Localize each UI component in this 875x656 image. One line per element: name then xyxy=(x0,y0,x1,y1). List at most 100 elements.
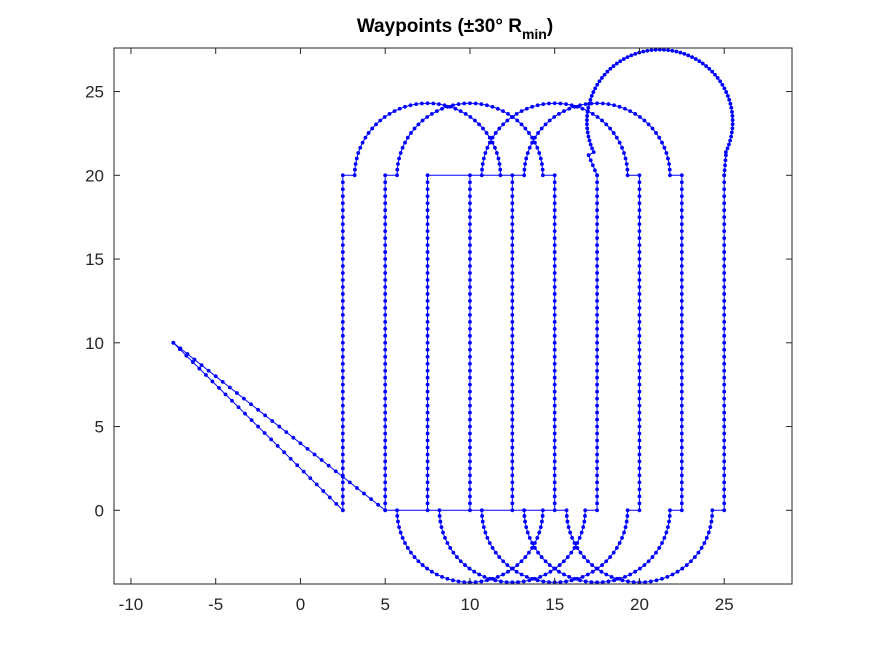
waypoint-marker xyxy=(722,271,727,275)
waypoint-marker xyxy=(722,180,727,185)
waypoint-marker xyxy=(340,229,345,234)
waypoint-marker xyxy=(679,487,684,492)
waypoint-marker xyxy=(291,435,296,440)
waypoint-marker xyxy=(548,569,553,574)
waypoint-marker xyxy=(535,535,540,540)
waypoint-marker xyxy=(552,243,557,247)
waypoint-marker xyxy=(536,131,541,135)
waypoint-marker xyxy=(468,459,472,464)
waypoint-marker xyxy=(425,229,430,234)
waypoint-marker xyxy=(425,285,430,289)
waypoint-marker xyxy=(589,580,594,584)
waypoint-marker xyxy=(552,368,557,373)
waypoint-marker xyxy=(729,105,734,110)
waypoint-marker xyxy=(704,64,708,68)
waypoint-marker xyxy=(728,138,733,143)
waypoint-marker xyxy=(522,514,527,518)
chart-title-close: ) xyxy=(547,16,553,37)
waypoint-marker xyxy=(564,508,569,513)
x-tick-label: 15 xyxy=(545,595,564,614)
waypoint-marker xyxy=(340,312,345,317)
waypoint-marker xyxy=(510,306,515,310)
waypoint-marker xyxy=(722,452,727,457)
waypoint-marker xyxy=(664,530,669,535)
waypoint-marker xyxy=(552,229,557,234)
waypoint-marker xyxy=(536,550,541,555)
waypoint-marker xyxy=(618,59,623,64)
waypoint-marker xyxy=(383,389,388,394)
waypoint-marker xyxy=(552,347,557,352)
waypoint-marker xyxy=(468,445,472,450)
waypoint-marker xyxy=(468,375,472,380)
waypoint-marker xyxy=(356,151,361,155)
waypoint-marker xyxy=(308,476,313,480)
waypoint-marker xyxy=(552,222,557,227)
waypoint-marker xyxy=(657,48,662,52)
waypoint-marker xyxy=(392,109,397,114)
waypoint-marker xyxy=(524,156,529,161)
waypoint-marker xyxy=(587,101,592,106)
waypoint-marker xyxy=(484,131,489,135)
waypoint-marker xyxy=(722,445,727,450)
waypoint-marker xyxy=(510,487,515,492)
waypoint-marker xyxy=(572,104,577,109)
waypoint-marker xyxy=(510,396,515,401)
waypoint-marker xyxy=(561,559,566,564)
waypoint-marker xyxy=(720,82,725,87)
waypoint-marker xyxy=(497,126,502,131)
waypoint-marker xyxy=(679,403,684,408)
waypoint-marker xyxy=(425,333,430,338)
waypoint-marker xyxy=(510,354,515,359)
waypoint-marker xyxy=(637,494,642,499)
waypoint-marker xyxy=(637,438,642,443)
waypoint-marker xyxy=(637,361,642,366)
waypoint-marker xyxy=(468,431,472,436)
waypoint-marker xyxy=(637,326,642,331)
waypoint-marker xyxy=(425,473,430,478)
waypoint-marker xyxy=(425,187,430,192)
waypoint-marker xyxy=(674,49,679,54)
waypoint-marker xyxy=(451,103,455,108)
waypoint-marker xyxy=(519,559,524,564)
waypoint-marker xyxy=(637,452,642,457)
waypoint-marker xyxy=(383,424,388,429)
waypoint-marker xyxy=(572,541,577,545)
waypoint-marker xyxy=(425,347,430,352)
waypoint-marker xyxy=(679,215,684,220)
waypoint-marker xyxy=(722,319,727,324)
waypoint-marker xyxy=(637,243,642,247)
waypoint-marker xyxy=(722,333,727,338)
waypoint-marker xyxy=(434,572,439,577)
waypoint-marker xyxy=(565,519,570,524)
waypoint-marker xyxy=(197,366,202,371)
waypoint-marker xyxy=(595,410,599,415)
waypoint-marker xyxy=(622,151,626,155)
waypoint-marker xyxy=(620,535,624,540)
waypoint-marker xyxy=(585,109,590,114)
waypoint-marker xyxy=(552,101,557,106)
waypoint-marker xyxy=(595,326,599,331)
waypoint-marker xyxy=(637,292,642,296)
waypoint-marker xyxy=(637,375,642,380)
waypoint-marker xyxy=(667,162,671,166)
waypoint-marker xyxy=(722,236,727,241)
waypoint-marker xyxy=(487,135,492,140)
waypoint-marker xyxy=(637,480,642,485)
waypoint-marker xyxy=(453,106,458,111)
waypoint-marker xyxy=(586,153,591,158)
waypoint-marker xyxy=(468,347,472,352)
waypoint-marker xyxy=(679,424,684,429)
waypoint-marker xyxy=(664,151,669,155)
waypoint-marker xyxy=(383,236,388,241)
waypoint-marker xyxy=(623,574,627,579)
waypoint-marker xyxy=(633,111,638,116)
waypoint-marker xyxy=(403,140,407,145)
waypoint-marker xyxy=(510,473,515,478)
waypoint-marker xyxy=(340,271,345,275)
waypoint-marker xyxy=(530,576,535,581)
waypoint-marker xyxy=(347,480,352,485)
waypoint-marker xyxy=(679,299,684,303)
waypoint-marker xyxy=(456,579,461,584)
waypoint-marker xyxy=(585,572,590,577)
waypoint-marker xyxy=(217,386,221,390)
